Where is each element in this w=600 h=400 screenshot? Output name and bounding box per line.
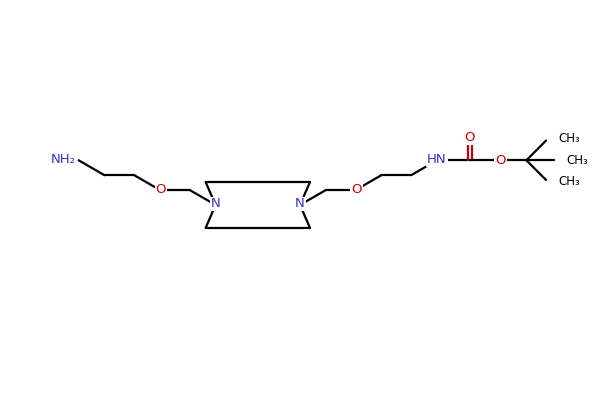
- Text: O: O: [352, 182, 362, 196]
- Text: NH₂: NH₂: [50, 153, 76, 166]
- Text: N: N: [211, 198, 220, 210]
- Text: CH₃: CH₃: [566, 154, 588, 167]
- Text: O: O: [464, 131, 475, 144]
- Text: O: O: [495, 154, 506, 167]
- Text: HN: HN: [427, 153, 447, 166]
- Text: O: O: [156, 182, 166, 196]
- Text: CH₃: CH₃: [558, 176, 580, 188]
- Text: CH₃: CH₃: [558, 132, 580, 145]
- Text: N: N: [295, 198, 305, 210]
